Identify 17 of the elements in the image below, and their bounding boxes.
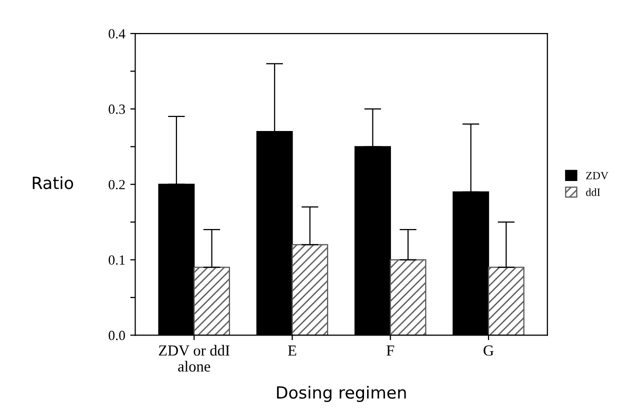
- x-tick-label: G: [484, 345, 494, 356]
- x-tick-label: E: [288, 346, 296, 356]
- x-tick-label: ZDV or ddI alone: [158, 344, 230, 372]
- bar: [194, 266, 230, 336]
- y-axis-title: Ratio: [32, 176, 74, 190]
- y-tick-label: 0.2: [108, 180, 125, 190]
- y-tick-label: 0.4: [108, 29, 126, 39]
- legend-label: ddI: [586, 188, 600, 196]
- bar: [292, 244, 328, 336]
- y-tick-label: 0.1: [108, 255, 125, 265]
- x-axis-title: Dosing regimen: [277, 386, 406, 402]
- y-tick-label: 0.0: [108, 330, 125, 340]
- bar: [488, 266, 524, 336]
- bar: [390, 259, 426, 336]
- y-tick-label: 0.3: [108, 104, 125, 114]
- legend-label: ZDV: [586, 172, 608, 180]
- x-tick-label: F: [386, 346, 394, 356]
